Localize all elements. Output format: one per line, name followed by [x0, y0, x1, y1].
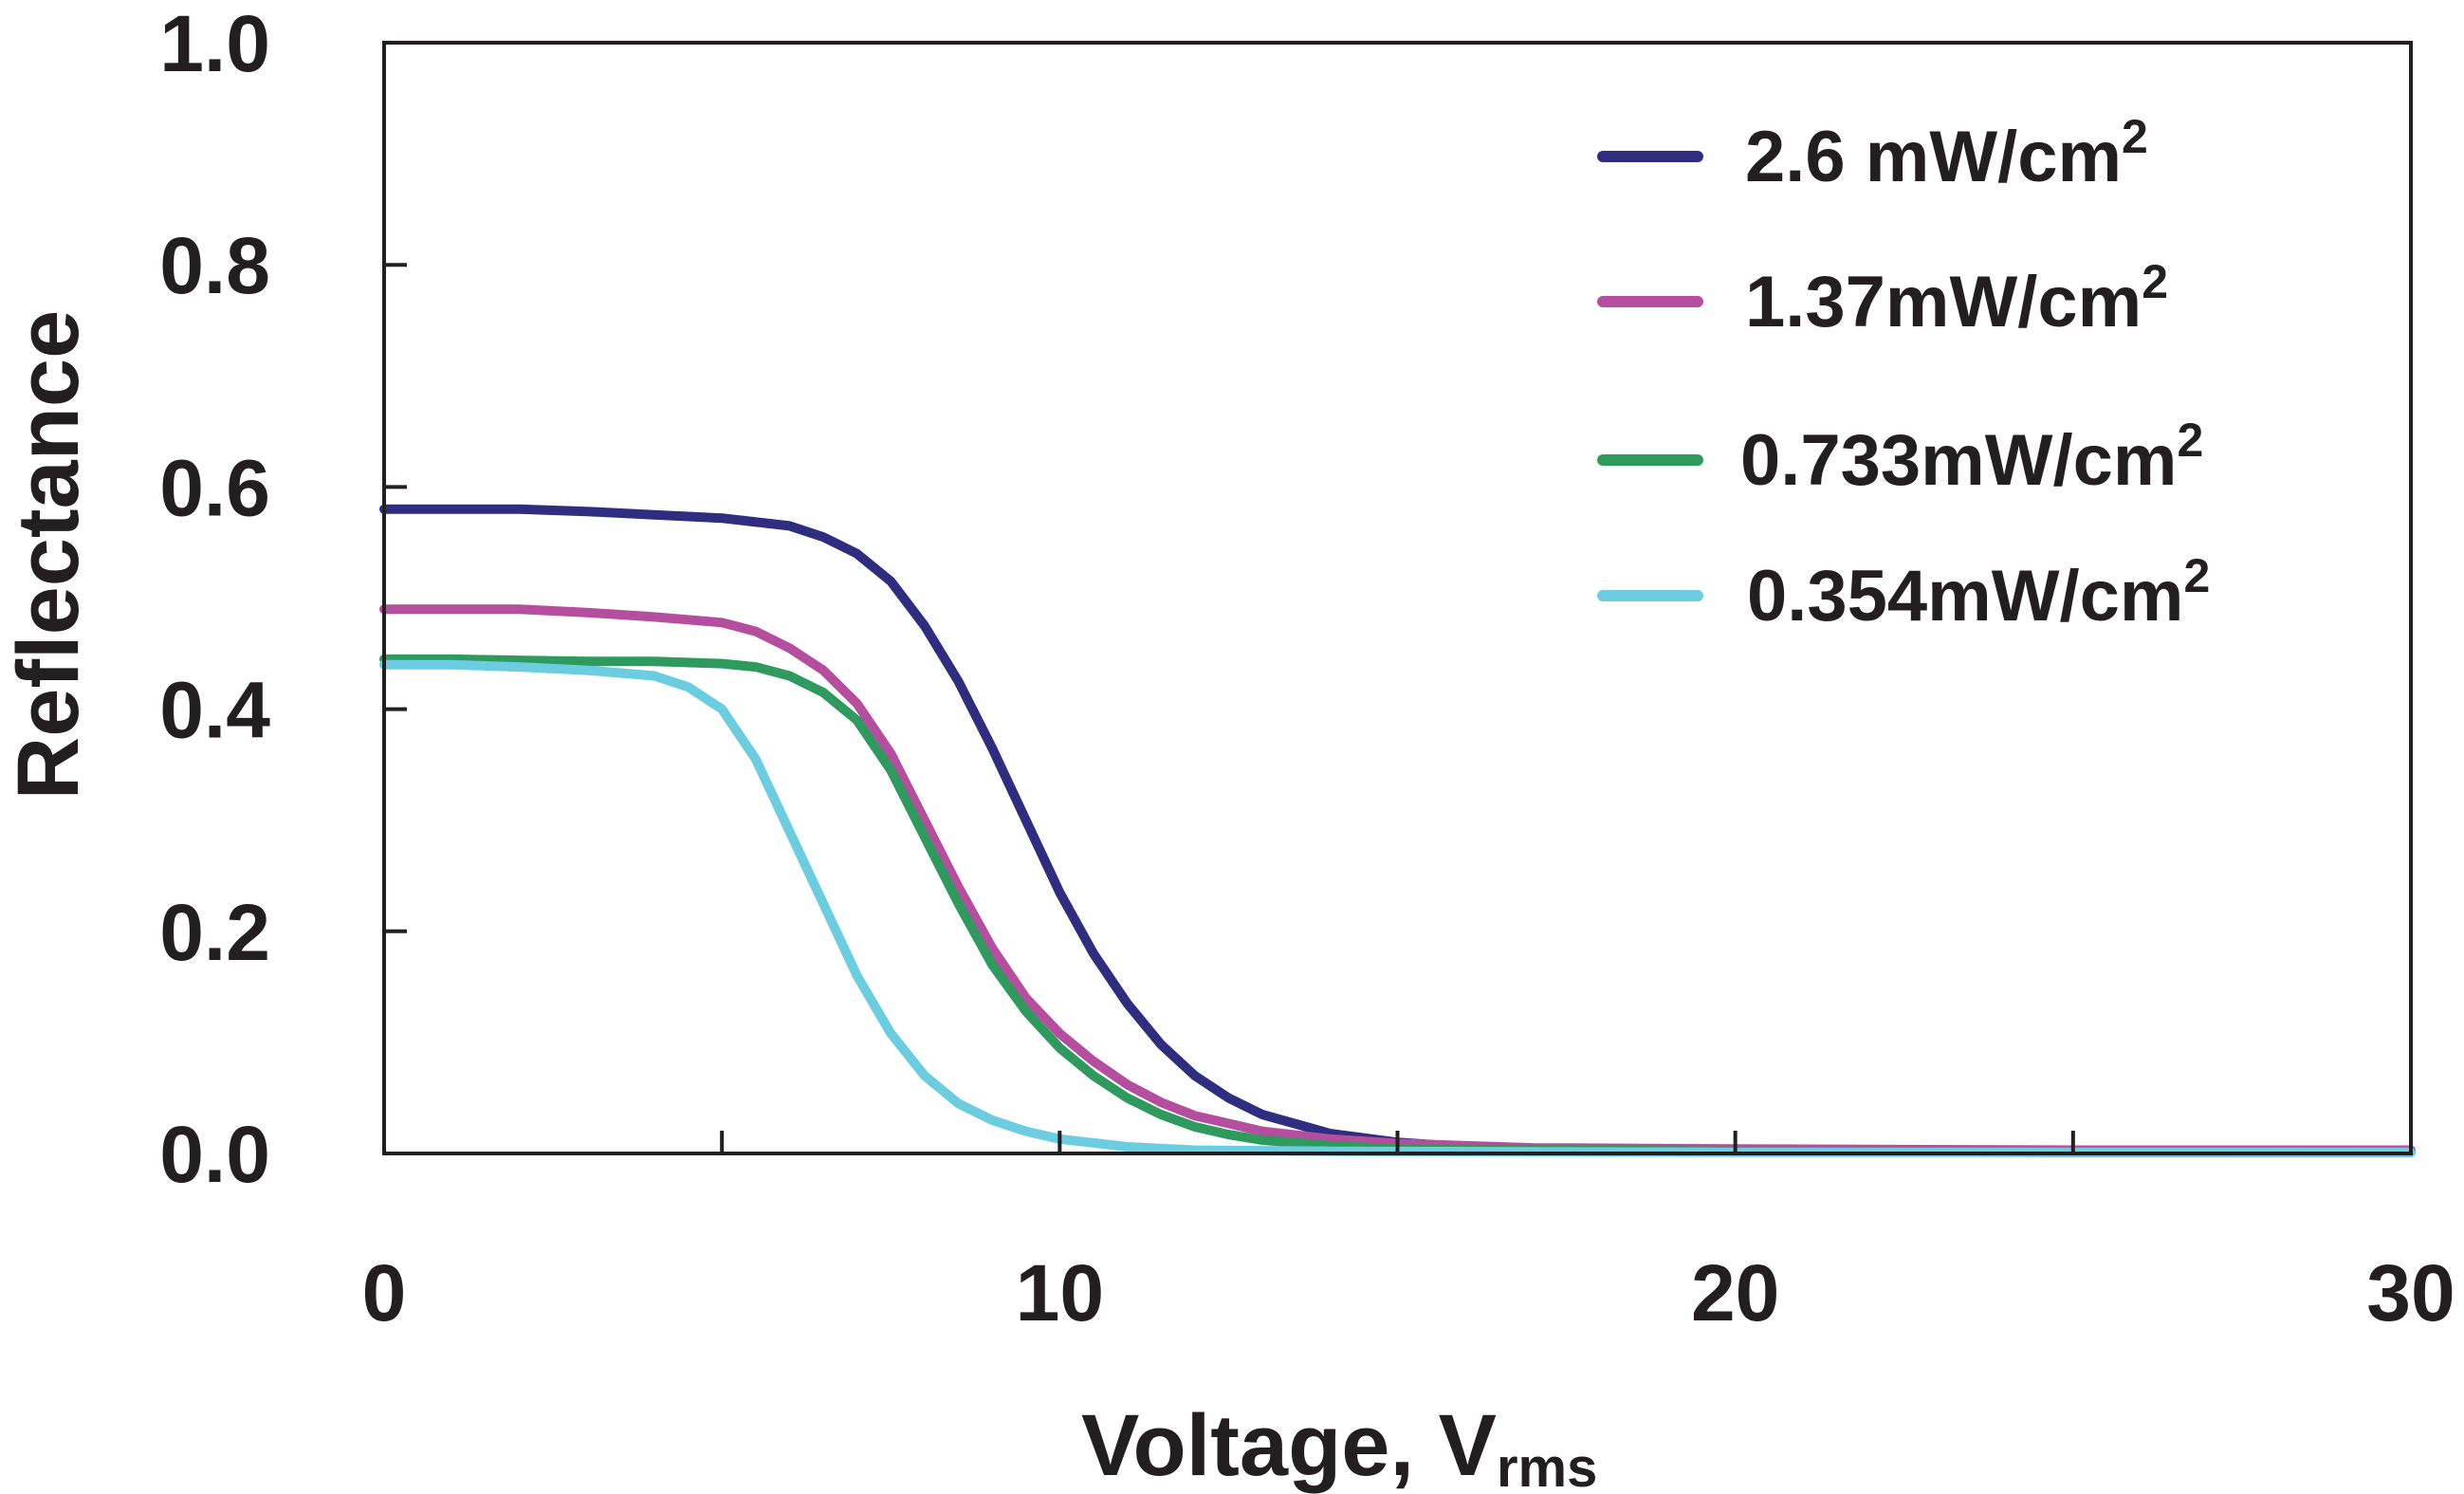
y-tick-label: 0.6: [159, 443, 270, 532]
legend-label-text: 0.354mW/cm: [1747, 556, 2183, 636]
series-line-2: [379, 604, 2416, 1155]
y-axis-title: Reflectance: [0, 310, 97, 800]
series-line-3: [379, 654, 2416, 1157]
legend-label-superscript: 2: [2142, 255, 2168, 308]
legend-label-superscript: 2: [2183, 549, 2210, 602]
series-line-4: [379, 659, 2416, 1157]
x-axis-title-main: Voltage, V: [1081, 1397, 1497, 1494]
x-tick-label: 0: [362, 1248, 407, 1337]
legend-label-1: 2.6 mW/cm2: [1745, 110, 2148, 197]
legend-label-text: 1.37mW/cm: [1745, 262, 2142, 342]
legend-label-3: 0.733mW/cm2: [1740, 414, 2203, 501]
legend-label-superscript: 2: [2177, 414, 2203, 467]
legend-label-superscript: 2: [2122, 110, 2148, 163]
legend: 2.6 mW/cm21.37mW/cm20.733mW/cm20.354mW/c…: [1597, 110, 2210, 636]
x-axis-title-subscript: rms: [1497, 1437, 1597, 1494]
tick-layer: [384, 263, 2075, 1153]
x-axis-title: Voltage, Vrms: [1081, 1397, 1597, 1494]
series-layer: [379, 504, 2416, 1157]
x-tick-label: 30: [2366, 1248, 2455, 1337]
y-tick-label: 0.8: [159, 221, 270, 310]
y-tick-label: 0.4: [159, 666, 270, 755]
x-tick-label: 20: [1691, 1248, 1779, 1337]
y-tick-label: 0.0: [159, 1110, 270, 1199]
legend-label-2: 1.37mW/cm2: [1745, 255, 2168, 342]
legend-label-text: 2.6 mW/cm: [1745, 117, 2122, 197]
y-tick-label: 0.2: [159, 888, 270, 977]
legend-label-4: 0.354mW/cm2: [1747, 549, 2210, 636]
x-tick-label: 10: [1016, 1248, 1104, 1337]
tick-label-layer: 0 10 20 30 0.0 0.2 0.4 0.6 0.8 1.0: [159, 0, 2455, 1337]
y-tick-label: 1.0: [159, 0, 270, 88]
legend-label-text: 0.733mW/cm: [1740, 420, 2177, 501]
